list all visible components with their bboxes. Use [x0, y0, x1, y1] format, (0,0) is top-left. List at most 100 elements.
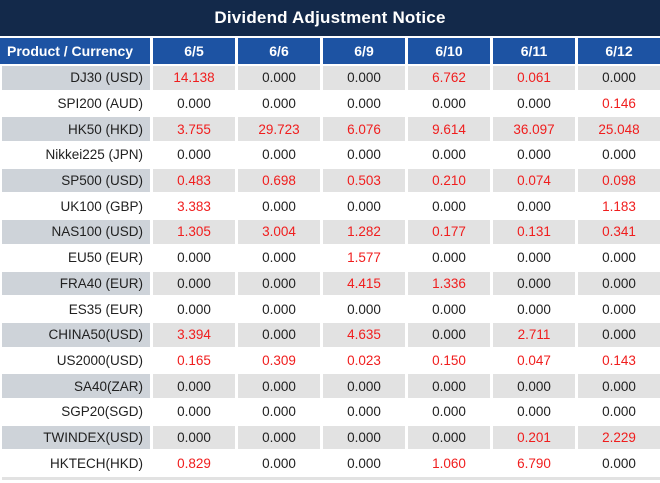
value-cell: 0.000	[408, 91, 490, 116]
value-cell: 0.061	[493, 66, 575, 90]
value-cell: 0.000	[578, 271, 660, 296]
table-row: ES35 (EUR) 0.000 0.000 0.000 0.000 0.000 0.000	[0, 297, 660, 321]
value-cell: 0.146	[578, 91, 660, 116]
table-row: SA40(ZAR) 0.000 0.000 0.000 0.000 0.000 0.000	[0, 374, 660, 398]
value-cell: 0.000	[408, 399, 490, 424]
value-cell: 0.341	[578, 220, 660, 244]
value-cell: 0.000	[493, 194, 575, 219]
value-cell: 0.000	[408, 425, 490, 450]
value-cell: 0.698	[238, 168, 320, 193]
value-cell: 0.000	[323, 374, 405, 398]
product-cell: SPI200 (AUD)	[0, 91, 150, 116]
value-cell: 0.000	[238, 425, 320, 450]
value-cell: 0.000	[493, 271, 575, 296]
value-cell: 6.076	[323, 117, 405, 142]
value-cell: 0.000	[323, 91, 405, 116]
value-cell: 1.336	[408, 271, 490, 296]
value-cell: 0.309	[238, 348, 320, 373]
table-row: FRA40 (EUR) 0.000 0.000 4.415 1.336 0.000 0.00…	[0, 271, 660, 296]
value-cell: 3.755	[153, 117, 235, 142]
value-cell: 0.000	[578, 66, 660, 90]
value-cell: 0.000	[408, 374, 490, 398]
date-header: 6/12	[578, 38, 660, 64]
value-cell: 2.711	[493, 322, 575, 347]
value-cell: 0.483	[153, 168, 235, 193]
value-cell: 0.000	[493, 245, 575, 270]
value-cell: 0.098	[578, 168, 660, 193]
value-cell: 1.060	[408, 451, 490, 475]
value-cell: 4.635	[323, 322, 405, 347]
value-cell: 0.000	[238, 322, 320, 347]
value-cell: 1.183	[578, 194, 660, 219]
value-cell: 0.000	[238, 399, 320, 424]
product-currency-header: Product / Currency	[0, 38, 150, 64]
value-cell: 25.048	[578, 117, 660, 142]
product-cell: HKTECH(HKD)	[0, 451, 150, 475]
value-cell: 0.143	[578, 348, 660, 373]
value-cell: 1.305	[153, 220, 235, 244]
product-cell: Nikkei225 (JPN)	[0, 143, 150, 167]
value-cell: 0.000	[153, 271, 235, 296]
value-cell: 0.000	[493, 143, 575, 167]
value-cell: 0.503	[323, 168, 405, 193]
table-row: Nikkei225 (JPN) 0.000 0.000 0.000 0.000 0.000…	[0, 143, 660, 167]
next-row-sliver	[2, 477, 660, 480]
table-header-row: Product / Currency 6/5 6/6 6/9 6/10 6/11 6/12	[0, 38, 660, 64]
value-cell: 36.097	[493, 117, 575, 142]
value-cell: 0.000	[493, 91, 575, 116]
product-cell: UK100 (GBP)	[0, 194, 150, 219]
value-cell: 0.023	[323, 348, 405, 373]
product-cell: TWINDEX(USD)	[0, 425, 150, 450]
product-cell: HK50 (HKD)	[0, 117, 150, 142]
value-cell: 0.000	[153, 374, 235, 398]
value-cell: 0.000	[408, 143, 490, 167]
value-cell: 0.000	[323, 451, 405, 475]
value-cell: 0.000	[578, 143, 660, 167]
value-cell: 0.150	[408, 348, 490, 373]
value-cell: 0.000	[323, 399, 405, 424]
table-row: US2000(USD) 0.165 0.309 0.023 0.150 0.047 0.14…	[0, 348, 660, 373]
value-cell: 9.614	[408, 117, 490, 142]
value-cell: 0.000	[238, 194, 320, 219]
date-header: 6/9	[323, 38, 405, 64]
value-cell: 0.000	[578, 297, 660, 321]
value-cell: 0.000	[493, 374, 575, 398]
value-cell: 0.000	[323, 143, 405, 167]
value-cell: 0.201	[493, 425, 575, 450]
value-cell: 0.000	[578, 374, 660, 398]
value-cell: 0.000	[493, 399, 575, 424]
value-cell: 0.000	[153, 91, 235, 116]
value-cell: 0.000	[408, 297, 490, 321]
value-cell: 0.131	[493, 220, 575, 244]
value-cell: 4.415	[323, 271, 405, 296]
value-cell: 0.000	[238, 66, 320, 90]
value-cell: 2.229	[578, 425, 660, 450]
value-cell: 0.000	[408, 322, 490, 347]
product-cell: SP500 (USD)	[0, 168, 150, 193]
product-cell: SGP20(SGD)	[0, 399, 150, 424]
value-cell: 0.000	[493, 297, 575, 321]
value-cell: 0.000	[238, 451, 320, 475]
product-cell: US2000(USD)	[0, 348, 150, 373]
value-cell: 3.383	[153, 194, 235, 219]
table-row: EU50 (EUR) 0.000 0.000 1.577 0.000 0.000 0.000	[0, 245, 660, 270]
product-cell: CHINA50(USD)	[0, 322, 150, 347]
value-cell: 0.000	[408, 194, 490, 219]
value-cell: 0.177	[408, 220, 490, 244]
value-cell: 0.000	[238, 143, 320, 167]
table-row: TWINDEX(USD) 0.000 0.000 0.000 0.000 0.201 2.2…	[0, 425, 660, 450]
value-cell: 0.165	[153, 348, 235, 373]
value-cell: 1.577	[323, 245, 405, 270]
value-cell: 0.000	[238, 91, 320, 116]
value-cell: 0.210	[408, 168, 490, 193]
value-cell: 0.047	[493, 348, 575, 373]
product-cell: NAS100 (USD)	[0, 220, 150, 244]
value-cell: 3.004	[238, 220, 320, 244]
value-cell: 6.762	[408, 66, 490, 90]
product-cell: DJ30 (USD)	[0, 66, 150, 90]
value-cell: 29.723	[238, 117, 320, 142]
table-row: UK100 (GBP) 3.383 0.000 0.000 0.000 0.000 1.18…	[0, 194, 660, 219]
value-cell: 1.282	[323, 220, 405, 244]
table-row: SP500 (USD) 0.483 0.698 0.503 0.210 0.074 0.09…	[0, 168, 660, 193]
value-cell: 0.000	[153, 297, 235, 321]
